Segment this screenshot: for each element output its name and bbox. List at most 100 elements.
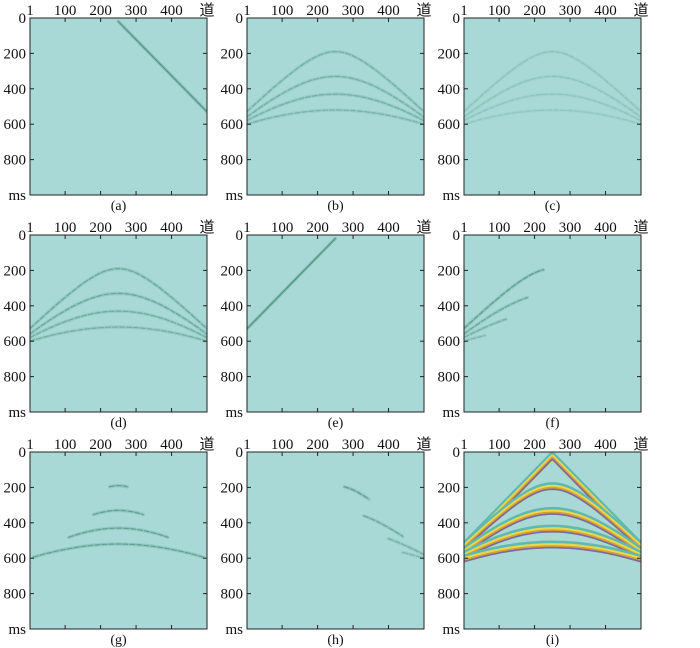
x-tick-label: 200 [89,3,112,19]
x-tick-label: 1 [243,3,251,19]
plot-frame [29,451,208,630]
y-tick-label: 200 [438,46,461,62]
plot-background [247,235,424,412]
x-tick-label: 200 [89,437,112,453]
panel-a: 1 100 200 300 400 道 0 200 400 600 800 ms (a) [4,2,215,214]
y-tick-label: ms [225,405,243,421]
panel-caption: (f) [546,416,560,431]
x-tick-label: 100 [488,437,511,453]
x-tick-label: 道 [199,219,214,236]
events-layer [464,49,641,126]
y-tick-label: 800 [221,587,244,603]
y-tick-label: 200 [221,480,244,496]
x-tick-label: 400 [377,3,400,19]
event-band-1-3 [464,488,641,551]
event-trace-3 [402,551,424,559]
x-tick-label: 300 [342,437,365,453]
x-tick-label: 道 [199,2,214,19]
event-band-2-3 [464,513,641,556]
event-halo-1 [464,74,641,119]
event-trace-1 [464,75,641,118]
x-tick-label: 道 [633,2,648,19]
event-trace-2 [387,538,424,556]
y-tick-label: ms [225,622,243,638]
y-tick-label: 400 [4,516,27,532]
y-tick-label: ms [8,405,26,421]
event-trace-0 [464,269,545,330]
x-tick-label: 100 [271,220,294,236]
event-halo-3 [247,108,424,126]
x-tick-label: 100 [54,437,77,453]
y-tick-label: 600 [438,334,461,350]
y-tick-label: ms [442,622,460,638]
panel-f: 1 100 200 300 400 道 0 200 400 600 800 ms (f) [438,219,649,431]
event-trace-2 [30,310,207,339]
x-tick-label: 道 [633,436,648,453]
y-tick-label: 800 [438,587,461,603]
y-tick-label: 800 [221,153,244,169]
plot-background [30,18,207,195]
event-trace-2 [464,318,507,339]
panel-b: 1 100 200 300 400 道 0 200 400 600 800 ms (b) [221,2,432,214]
x-tick-label: 400 [594,3,617,19]
x-tick-label: 道 [416,2,431,19]
y-tick-label: 200 [438,263,461,279]
plot-frame [463,234,642,413]
y-tick-label: 400 [221,82,244,98]
y-tick-label: ms [8,622,26,638]
y-tick-label: 400 [438,516,461,532]
y-tick-label: ms [442,188,460,204]
events-layer [31,483,206,559]
x-tick-label: 300 [559,437,582,453]
panel-h: 1 100 200 300 400 道 0 200 400 600 800 ms (h) [221,436,432,648]
y-tick-label: 800 [221,370,244,386]
event-halo-3 [401,550,424,560]
x-tick-label: 300 [342,220,365,236]
panel-i: 1 100 200 300 400 道 0 200 400 600 800 ms (i) [438,436,649,648]
x-tick-label: 1 [460,3,468,19]
y-tick-label: 600 [221,551,244,567]
x-tick-label: 300 [125,3,148,19]
y-tick-label: 200 [221,46,244,62]
y-tick-label: 0 [19,228,27,244]
y-tick-label: 0 [19,11,27,27]
x-tick-label: 道 [416,219,431,236]
x-tick-label: 100 [488,3,511,19]
y-tick-label: 600 [438,117,461,133]
event-trace-0 [117,20,207,113]
x-tick-label: 200 [306,3,329,19]
y-tick-label: 600 [221,334,244,350]
y-tick-label: 800 [4,153,27,169]
event-trace-2 [464,93,641,122]
panel-g: 1 100 200 300 400 道 0 200 400 600 800 ms (g) [4,436,215,648]
y-tick-label: 800 [4,370,27,386]
y-tick-label: 400 [4,299,27,315]
y-tick-label: 600 [221,117,244,133]
event-halo-3 [464,333,487,343]
y-tick-label: 200 [438,480,461,496]
x-tick-label: 1 [243,437,251,453]
y-tick-label: 0 [19,445,27,461]
y-tick-label: 0 [236,228,244,244]
events-layer [247,236,337,331]
event-trace-3 [30,326,207,342]
x-tick-label: 1 [243,220,251,236]
x-tick-label: 100 [54,220,77,236]
y-tick-label: 600 [438,551,461,567]
plot-frame [463,17,642,196]
x-tick-label: 400 [160,437,183,453]
x-tick-label: 1 [26,220,34,236]
x-tick-label: 1 [460,437,468,453]
y-tick-label: 0 [236,11,244,27]
event-trace-0 [30,267,207,330]
y-tick-label: 200 [4,263,27,279]
event-band-4-3 [464,546,641,563]
event-trace-2 [247,93,424,122]
event-trace-1 [92,509,144,516]
y-tick-label: 200 [221,263,244,279]
x-tick-label: 道 [633,219,648,236]
event-trace-0 [343,486,370,500]
x-tick-label: 400 [160,220,183,236]
panel-caption: (a) [111,199,127,214]
